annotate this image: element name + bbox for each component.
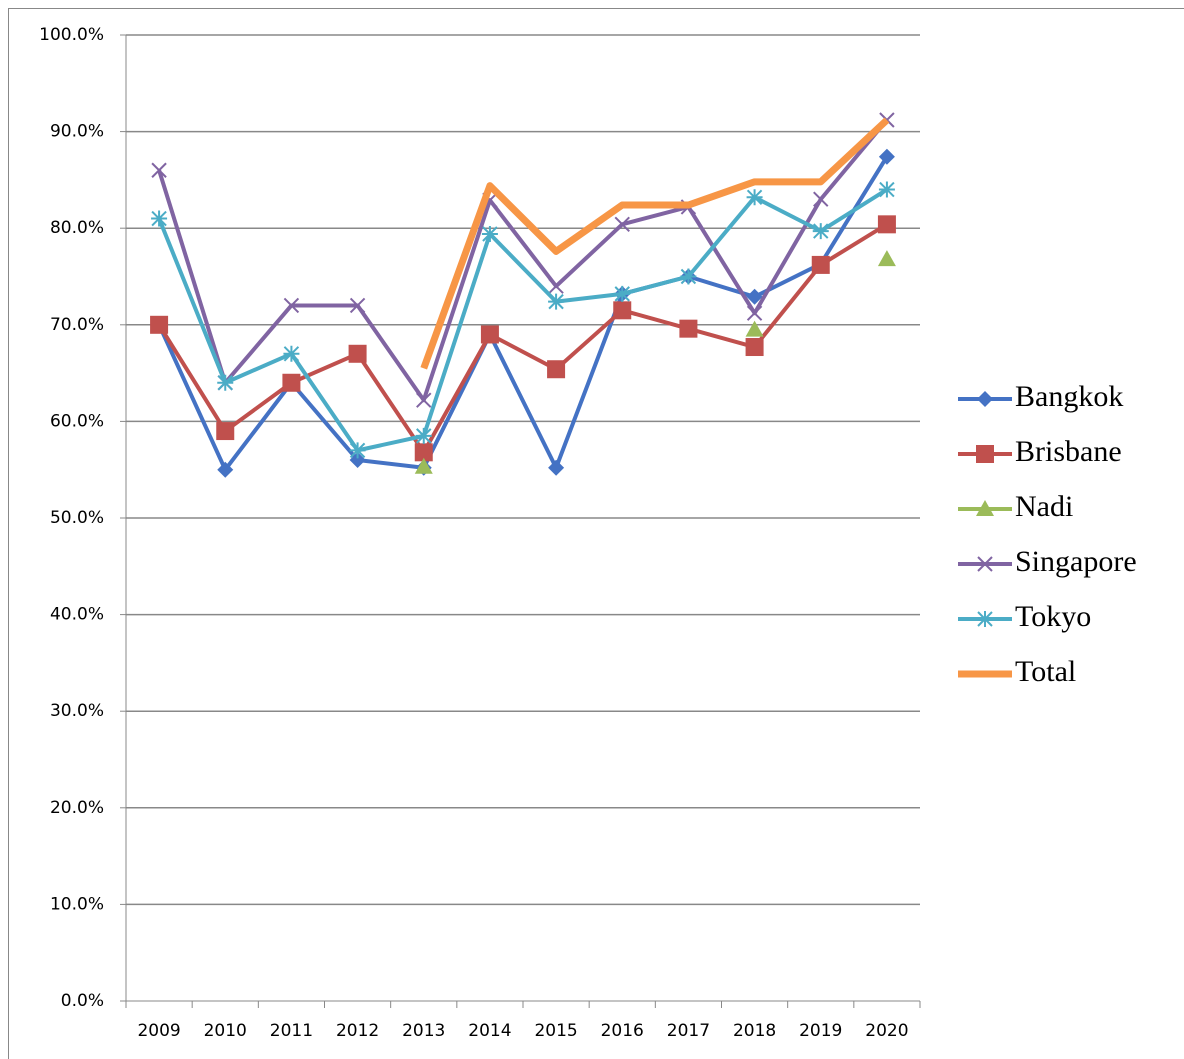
y-tick-label: 20.0% [50,798,104,818]
data-point [746,288,763,305]
data-point [217,461,234,478]
data-point [481,225,498,242]
data-point [614,216,630,233]
x-tick-label: 2016 [601,1021,644,1041]
series-line [157,222,888,455]
data-point [877,250,896,267]
data-point [613,301,632,320]
x-tick-label: 2019 [799,1021,842,1041]
legend-label: Total [1015,655,1076,688]
legend-marker [976,500,994,516]
data-point [679,319,698,338]
x-tick-label: 2014 [468,1021,511,1041]
chart-frame [8,8,1184,1059]
data-point [349,452,366,469]
data-point [415,427,432,444]
data-point [877,215,896,234]
x-tick-label: 2018 [733,1021,776,1041]
data-point [151,210,168,227]
data-point [547,360,566,379]
series-line [157,187,888,453]
y-tick-label: 70.0% [50,315,104,335]
data-point [548,278,564,294]
x-tick-label: 2011 [270,1021,313,1041]
legend-marker [976,445,994,463]
legend-label: Tokyo [1015,600,1091,633]
data-point [282,373,301,392]
legend-label: Bangkok [1015,380,1123,413]
data-point [878,181,895,198]
data-point [349,297,366,314]
series-line [157,155,889,472]
data-point [878,148,895,165]
legend-marker [977,611,993,627]
y-tick-label: 100.0% [39,25,104,45]
y-tick-label: 80.0% [50,218,104,238]
x-tick-label: 2017 [667,1021,710,1041]
legend-label: Brisbane [1015,435,1122,468]
legend-label: Singapore [1015,545,1137,578]
data-point [480,325,499,344]
series-line [420,117,890,370]
legend-marker [977,391,993,407]
data-point [216,422,235,441]
data-point [813,191,829,207]
data-point [614,285,631,302]
data-point [150,315,169,334]
data-point [812,223,829,240]
data-point [283,297,300,314]
data-point [746,305,763,321]
data-point [349,442,366,459]
y-tick-label: 60.0% [50,411,104,431]
data-point [414,443,433,462]
x-tick-label: 2015 [534,1021,577,1041]
y-tick-label: 10.0% [50,894,104,914]
data-point [416,392,432,408]
y-tick-label: 50.0% [50,508,104,528]
data-point [548,459,565,476]
data-point [548,293,565,310]
data-point [745,338,764,357]
data-point [217,374,234,391]
x-tick-label: 2009 [137,1021,180,1041]
x-tick-label: 2013 [402,1021,445,1041]
data-point [283,345,300,362]
data-point [680,268,697,285]
x-tick-label: 2012 [336,1021,379,1041]
x-tick-label: 2020 [865,1021,908,1041]
data-point [745,320,764,337]
y-tick-label: 30.0% [50,701,104,721]
x-tick-label: 2010 [204,1021,247,1041]
series-line [157,118,889,403]
data-point [348,344,367,363]
data-point [746,189,763,206]
data-point [811,255,830,274]
data-point [414,457,433,474]
data-point [151,162,167,178]
y-tick-label: 40.0% [50,605,104,625]
legend-marker [977,556,993,572]
legend-label: Nadi [1015,490,1073,523]
y-tick-label: 0.0% [61,991,104,1011]
y-tick-label: 90.0% [50,122,104,142]
